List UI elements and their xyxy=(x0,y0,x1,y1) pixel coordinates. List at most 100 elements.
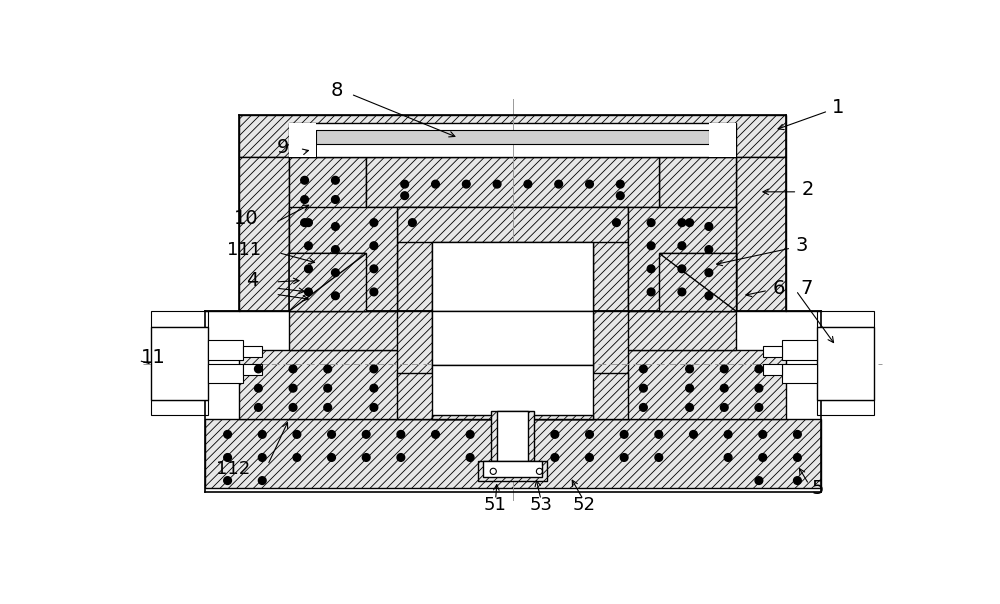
Circle shape xyxy=(686,403,693,411)
Bar xyxy=(497,411,528,461)
Bar xyxy=(593,207,628,311)
Bar xyxy=(289,311,736,350)
Circle shape xyxy=(686,365,693,373)
Bar xyxy=(208,364,243,383)
Bar xyxy=(483,461,542,477)
Bar xyxy=(239,157,289,311)
Circle shape xyxy=(332,223,339,230)
Polygon shape xyxy=(659,254,736,311)
Bar xyxy=(289,123,316,157)
Bar xyxy=(208,341,243,360)
Circle shape xyxy=(466,454,474,461)
Bar xyxy=(782,364,817,383)
Circle shape xyxy=(755,403,763,411)
Circle shape xyxy=(255,365,262,373)
Circle shape xyxy=(370,365,378,373)
Circle shape xyxy=(305,242,312,249)
Circle shape xyxy=(370,403,378,411)
Bar xyxy=(397,207,628,242)
Text: 5: 5 xyxy=(811,479,824,498)
Circle shape xyxy=(647,288,655,296)
Circle shape xyxy=(794,454,801,461)
Circle shape xyxy=(432,180,439,188)
Bar xyxy=(478,461,547,481)
Circle shape xyxy=(401,180,409,188)
Text: 112: 112 xyxy=(216,460,251,478)
Circle shape xyxy=(370,288,378,296)
Circle shape xyxy=(493,180,501,188)
Bar xyxy=(151,400,208,415)
Circle shape xyxy=(551,431,559,439)
Text: 9: 9 xyxy=(277,138,289,158)
Circle shape xyxy=(397,431,405,439)
Circle shape xyxy=(555,180,563,188)
Text: 1: 1 xyxy=(832,98,844,117)
Circle shape xyxy=(586,180,593,188)
Circle shape xyxy=(370,219,378,226)
Bar xyxy=(628,207,736,311)
Bar xyxy=(817,327,874,400)
Bar xyxy=(491,411,534,461)
Bar xyxy=(151,327,208,400)
Bar xyxy=(243,364,262,375)
Bar xyxy=(432,242,593,311)
Bar xyxy=(366,157,659,207)
Circle shape xyxy=(305,265,312,272)
Circle shape xyxy=(647,265,655,272)
Polygon shape xyxy=(659,254,736,311)
Circle shape xyxy=(678,219,686,226)
Circle shape xyxy=(720,365,728,373)
Circle shape xyxy=(258,477,266,484)
Circle shape xyxy=(647,219,655,226)
Bar xyxy=(289,157,366,311)
Bar xyxy=(205,419,820,488)
Text: 3: 3 xyxy=(795,236,807,255)
Circle shape xyxy=(332,176,339,184)
Bar xyxy=(659,157,736,311)
Circle shape xyxy=(586,454,593,461)
Circle shape xyxy=(301,196,308,204)
Bar xyxy=(817,400,874,415)
Circle shape xyxy=(328,431,335,439)
Circle shape xyxy=(647,242,655,249)
Polygon shape xyxy=(289,254,366,311)
Circle shape xyxy=(586,431,593,439)
Text: 7: 7 xyxy=(800,278,813,298)
Circle shape xyxy=(289,365,297,373)
Circle shape xyxy=(432,431,439,439)
Bar xyxy=(817,311,874,327)
Circle shape xyxy=(759,431,767,439)
Circle shape xyxy=(686,219,693,226)
Text: 6: 6 xyxy=(773,278,785,298)
Bar xyxy=(397,311,432,381)
Circle shape xyxy=(289,384,297,392)
Circle shape xyxy=(332,196,339,204)
Circle shape xyxy=(640,384,647,392)
Bar xyxy=(316,130,709,144)
Circle shape xyxy=(324,365,332,373)
Circle shape xyxy=(305,219,312,226)
Circle shape xyxy=(755,477,763,484)
Bar xyxy=(289,207,397,311)
Circle shape xyxy=(640,365,647,373)
Bar xyxy=(243,346,262,358)
Circle shape xyxy=(466,431,474,439)
Circle shape xyxy=(258,454,266,461)
Circle shape xyxy=(724,454,732,461)
Circle shape xyxy=(362,431,370,439)
Bar xyxy=(239,115,786,157)
Bar xyxy=(432,311,593,365)
Circle shape xyxy=(255,384,262,392)
Circle shape xyxy=(655,454,663,461)
Text: 52: 52 xyxy=(573,496,596,514)
Circle shape xyxy=(462,180,470,188)
Circle shape xyxy=(616,192,624,199)
Circle shape xyxy=(678,242,686,249)
Bar xyxy=(709,123,736,157)
Text: 8: 8 xyxy=(331,82,343,100)
Text: 11: 11 xyxy=(141,348,166,367)
Circle shape xyxy=(301,176,308,184)
Circle shape xyxy=(524,180,532,188)
Circle shape xyxy=(686,384,693,392)
Circle shape xyxy=(401,192,409,199)
